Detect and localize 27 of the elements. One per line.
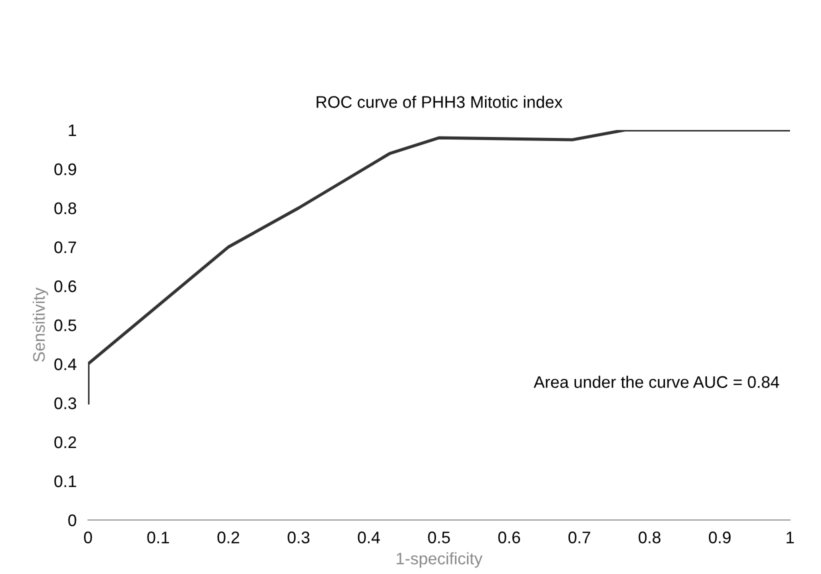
y-tick-label: 0.3 bbox=[54, 397, 76, 410]
annotation: Area under the curve AUC = 0.84 bbox=[534, 376, 780, 388]
x-tick-label: 0.9 bbox=[708, 532, 731, 544]
y-tick-label: 0.6 bbox=[54, 280, 76, 292]
y-tick-label: 0.9 bbox=[54, 163, 76, 176]
x-tick-label: 1 bbox=[786, 532, 794, 544]
x-tick-label: 0 bbox=[84, 532, 92, 544]
y-tick-label: 0.7 bbox=[54, 241, 76, 254]
y-tick-label: 0.4 bbox=[54, 358, 76, 370]
line-series bbox=[88, 130, 790, 405]
y-tick-label: 0 bbox=[68, 514, 76, 526]
x-tick-label: 0.8 bbox=[638, 532, 660, 544]
x-tick-label: 0.1 bbox=[147, 532, 169, 544]
x-tick-label: 0.4 bbox=[358, 532, 380, 544]
x-tick-label: 0.3 bbox=[288, 532, 310, 544]
y-tick-label: 0.2 bbox=[54, 436, 76, 448]
y-tick-label: 0.1 bbox=[54, 475, 76, 488]
y-tick-label: 0.8 bbox=[54, 202, 76, 214]
chart-title: ROC curve of PHH3 Mitotic index bbox=[316, 96, 562, 108]
y-tick-label: 1 bbox=[68, 124, 76, 136]
y-tick-label: 0.5 bbox=[54, 319, 76, 332]
x-tick-label: 0.6 bbox=[498, 532, 520, 544]
x-tick-label: 0.2 bbox=[217, 532, 240, 544]
x-axis-title: 1-specificity bbox=[396, 552, 482, 568]
y-axis-title: Sensitivity bbox=[32, 288, 48, 362]
x-tick-label: 0.7 bbox=[568, 532, 590, 544]
x-tick-label: 0.5 bbox=[428, 532, 450, 544]
